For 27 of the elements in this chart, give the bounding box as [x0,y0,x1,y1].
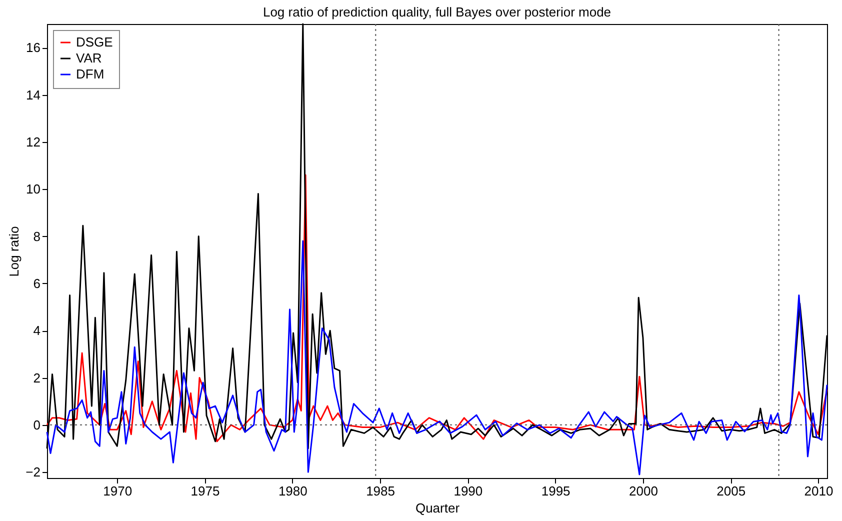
y-tick-label: −2 [26,464,40,480]
y-axis-title: Log ratio [6,226,22,277]
x-tick-label: 1985 [366,484,395,498]
x-tick-label: 1995 [541,484,570,498]
y-tick-label: 8 [33,228,40,244]
y-tick-label: 10 [26,182,40,197]
y-tick-label: 2 [33,370,40,386]
x-tick-label: 2005 [716,484,746,498]
legend-label: DFM [76,66,104,82]
x-tick-label: 2010 [804,484,834,498]
x-tick-label: 1980 [278,484,308,498]
x-tick-label: 1970 [103,484,132,498]
legend-label: VAR [76,50,102,66]
y-tick-label: 16 [26,40,40,56]
chart-title: Log ratio of prediction quality, full Bayes over posterior mode [262,4,612,20]
y-tick-label: 4 [33,323,40,338]
x-axis-title: Quarter [415,500,460,516]
y-tick-label: 14 [26,87,40,102]
x-tick-label: 1990 [454,484,483,498]
x-tick-label: 1975 [190,484,220,498]
y-tick-label: 12 [26,134,40,150]
y-tick-label: 0 [33,417,40,432]
line-series [46,174,828,442]
y-tick-label: 6 [33,276,40,291]
line-series [46,240,828,476]
x-tick-label: 2000 [628,484,658,498]
legend-label: DSGE [76,34,114,50]
